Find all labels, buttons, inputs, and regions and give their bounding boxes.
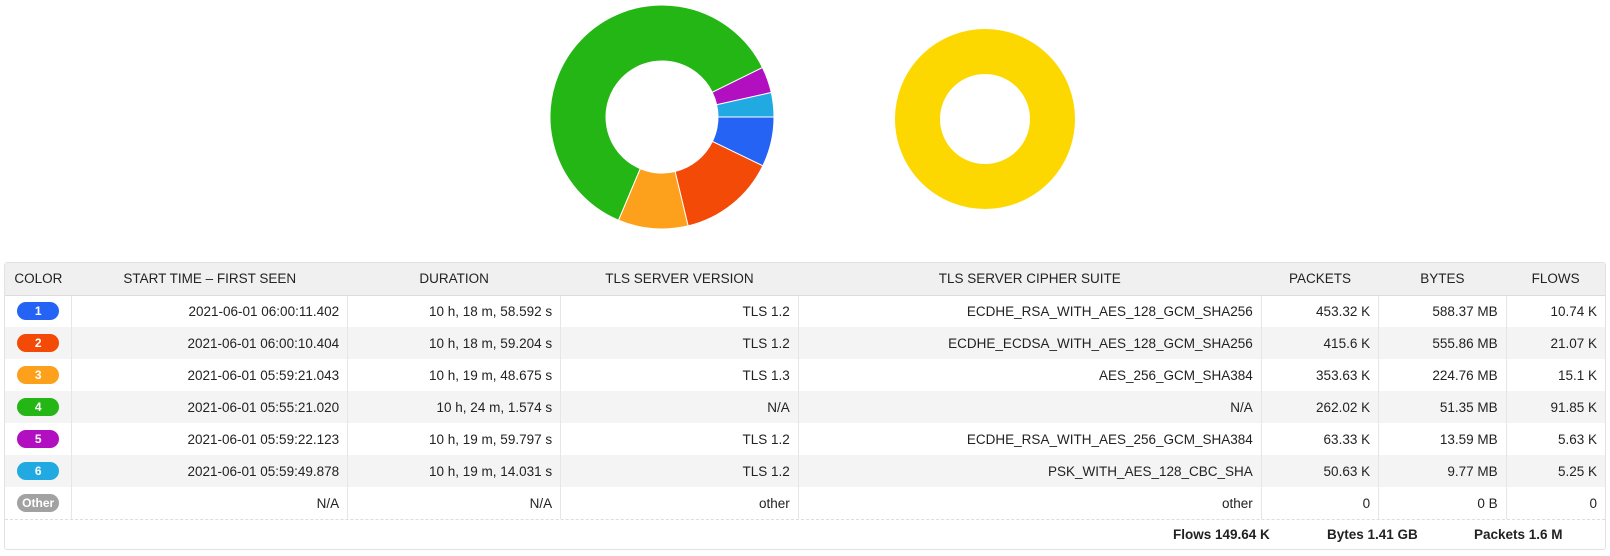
start-time-cell: 2021-06-01 05:59:22.123 [71, 423, 348, 455]
color-cell: 6 [5, 455, 72, 487]
flows-table-panel: COLOR START TIME – FIRST SEEN DURATION T… [4, 262, 1606, 550]
color-cell: 3 [5, 359, 72, 391]
tls-version-cell: TLS 1.2 [560, 423, 799, 455]
packets-cell: 453.32 K [1260, 295, 1379, 327]
cipher-suite-cell: N/A [797, 391, 1262, 423]
flows-table: COLOR START TIME – FIRST SEEN DURATION T… [5, 263, 1605, 519]
color-cell: 5 [5, 423, 72, 455]
duration-cell: 10 h, 19 m, 59.797 s [347, 423, 561, 455]
tls-version-cell: TLS 1.3 [560, 359, 799, 391]
donut-slice-4[interactable] [549, 4, 764, 221]
packets-cell: 262.02 K [1260, 391, 1379, 423]
bytes-cell: 588.37 MB [1378, 295, 1507, 327]
col-header-color[interactable]: COLOR [5, 263, 72, 296]
bytes-cell: 0 B [1378, 487, 1507, 519]
donut-chart-left [549, 4, 775, 230]
table-row[interactable]: 5 2021-06-01 05:59:22.123 10 h, 19 m, 59.7… [5, 423, 1605, 455]
cipher-suite-cell: AES_256_GCM_SHA384 [797, 359, 1262, 391]
table-row[interactable]: 1 2021-06-01 06:00:11.402 10 h, 18 m, 58.5… [5, 295, 1605, 327]
color-badge: 4 [17, 398, 60, 416]
flows-cell: 0 [1505, 487, 1605, 519]
start-time-cell: 2021-06-01 06:00:10.404 [71, 327, 348, 359]
start-time-cell: 2021-06-01 05:55:21.020 [71, 391, 348, 423]
packets-cell: 50.63 K [1260, 455, 1379, 487]
packets-cell: 0 [1260, 487, 1379, 519]
col-header-bytes[interactable]: BYTES [1378, 263, 1507, 296]
col-header-tls-version[interactable]: TLS SERVER VERSION [560, 263, 799, 296]
bytes-cell: 555.86 MB [1378, 327, 1507, 359]
tls-version-cell: TLS 1.2 [560, 327, 799, 359]
donut-slice[interactable] [895, 29, 1075, 209]
packets-cell: 63.33 K [1260, 423, 1379, 455]
color-badge: 3 [17, 366, 60, 384]
col-header-duration[interactable]: DURATION [347, 263, 561, 296]
packets-cell: 353.63 K [1260, 359, 1379, 391]
total-bytes: Bytes 1.41 GB [1327, 527, 1418, 542]
col-header-start-time[interactable]: START TIME – FIRST SEEN [71, 263, 348, 296]
duration-cell: 10 h, 19 m, 48.675 s [347, 359, 561, 391]
color-cell: 1 [5, 295, 72, 327]
cipher-suite-cell: ECDHE_ECDSA_WITH_AES_128_GCM_SHA256 [797, 327, 1262, 359]
duration-cell: 10 h, 24 m, 1.574 s [347, 391, 561, 423]
tls-version-cell: TLS 1.2 [560, 295, 799, 327]
cipher-suite-cell: ECDHE_RSA_WITH_AES_128_GCM_SHA256 [797, 295, 1262, 327]
table-row[interactable]: 6 2021-06-01 05:59:49.878 10 h, 19 m, 14.0… [5, 455, 1605, 487]
col-header-flows[interactable]: FLOWS [1506, 263, 1605, 296]
start-time-cell: 2021-06-01 05:59:21.043 [71, 359, 348, 391]
color-badge: 2 [17, 334, 60, 352]
total-flows: Flows 149.64 K [1173, 527, 1270, 542]
color-badge: 5 [17, 430, 60, 448]
tls-version-cell: TLS 1.2 [560, 455, 799, 487]
color-badge: 6 [17, 462, 60, 480]
cipher-suite-cell: PSK_WITH_AES_128_CBC_SHA [797, 455, 1262, 487]
donut-chart-right [895, 29, 1075, 209]
color-cell: Other [5, 487, 72, 519]
duration-cell: 10 h, 18 m, 58.592 s [347, 295, 561, 327]
duration-cell: N/A [347, 487, 561, 519]
cipher-suite-cell: ECDHE_RSA_WITH_AES_256_GCM_SHA384 [797, 423, 1262, 455]
flows-cell: 5.63 K [1505, 423, 1605, 455]
color-badge: Other [17, 494, 60, 512]
donut-slice-6[interactable] [716, 91, 775, 118]
charts-area [0, 0, 1610, 250]
tls-version-cell: N/A [560, 391, 799, 423]
table-row[interactable]: 4 2021-06-01 05:55:21.020 10 h, 24 m, 1.57… [5, 391, 1605, 423]
tls-version-cell: other [560, 487, 799, 519]
packets-cell: 415.6 K [1260, 327, 1379, 359]
color-cell: 4 [5, 391, 72, 423]
start-time-cell: 2021-06-01 06:00:11.402 [71, 295, 348, 327]
flows-cell: 10.74 K [1505, 295, 1605, 327]
start-time-cell: N/A [71, 487, 348, 519]
col-header-packets[interactable]: PACKETS [1261, 263, 1379, 296]
flows-cell: 21.07 K [1505, 327, 1605, 359]
table-header-row: COLOR START TIME – FIRST SEEN DURATION T… [5, 263, 1605, 296]
cipher-suite-cell: other [797, 487, 1262, 519]
total-packets: Packets 1.6 M [1474, 527, 1563, 542]
flows-cell: 5.25 K [1505, 455, 1605, 487]
col-header-cipher-suite[interactable]: TLS SERVER CIPHER SUITE [798, 263, 1262, 296]
duration-cell: 10 h, 18 m, 59.204 s [347, 327, 561, 359]
duration-cell: 10 h, 19 m, 14.031 s [347, 455, 561, 487]
flows-cell: 91.85 K [1505, 391, 1605, 423]
bytes-cell: 9.77 MB [1378, 455, 1507, 487]
flows-cell: 15.1 K [1505, 359, 1605, 391]
bytes-cell: 224.76 MB [1378, 359, 1507, 391]
table-row[interactable]: 2 2021-06-01 06:00:10.404 10 h, 18 m, 59.2… [5, 327, 1605, 359]
start-time-cell: 2021-06-01 05:59:49.878 [71, 455, 348, 487]
bytes-cell: 51.35 MB [1378, 391, 1507, 423]
table-footer-totals: Flows 149.64 K Bytes 1.41 GB Packets 1.6… [5, 519, 1605, 550]
table-row[interactable]: 3 2021-06-01 05:59:21.043 10 h, 19 m, 48.6… [5, 359, 1605, 391]
table-body: 1 2021-06-01 06:00:11.402 10 h, 18 m, 58.5… [5, 295, 1605, 519]
bytes-cell: 13.59 MB [1378, 423, 1507, 455]
color-cell: 2 [5, 327, 72, 359]
color-badge: 1 [17, 302, 60, 321]
